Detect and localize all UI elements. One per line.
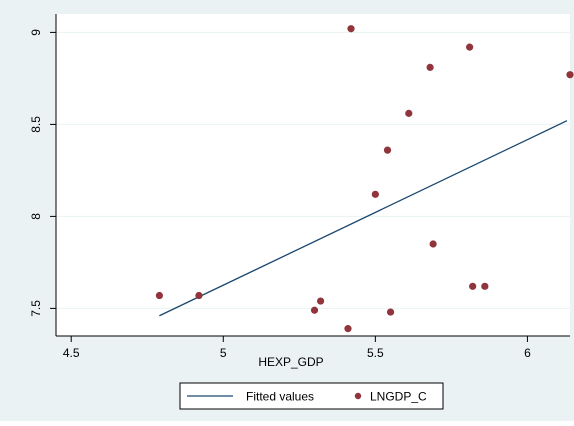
x-axis-title: HEXP_GDP [258,355,323,369]
y-tick-label: 7.5 [29,300,43,317]
data-point [405,109,413,117]
y-tick-label: 9 [29,29,43,36]
data-point [310,306,319,314]
series [155,25,574,333]
data-point [347,25,355,33]
x-tick-label: 5.5 [367,346,384,360]
data-point [344,325,352,333]
data-point [566,71,574,79]
data-point [383,146,392,154]
legend-label-fitted: Fitted values [246,390,314,404]
plot-area [56,14,570,336]
data-point [371,190,379,198]
data-point [481,282,489,290]
data-point [386,308,395,316]
data-point [426,63,434,71]
x-tick-label: 6 [524,346,531,360]
legend: Fitted values LNGDP_C [179,382,444,410]
axes: 4.5 5 5.5 6 7.5 8 8.5 9 [29,14,570,360]
legend-dot-swatch [354,392,362,400]
y-tick-label: 8.5 [29,116,43,133]
y-tick-label: 8 [29,213,43,220]
data-point [195,291,203,300]
data-point [469,282,477,290]
legend-label-points: LNGDP_C [370,390,427,404]
gridlines [56,31,570,309]
data-point [317,297,325,305]
x-tick-label: 5 [220,346,227,360]
fitted-line [159,120,568,317]
data-point [429,240,437,248]
x-tick-label: 4.5 [63,346,80,360]
data-point [466,43,474,51]
data-point [155,291,164,300]
